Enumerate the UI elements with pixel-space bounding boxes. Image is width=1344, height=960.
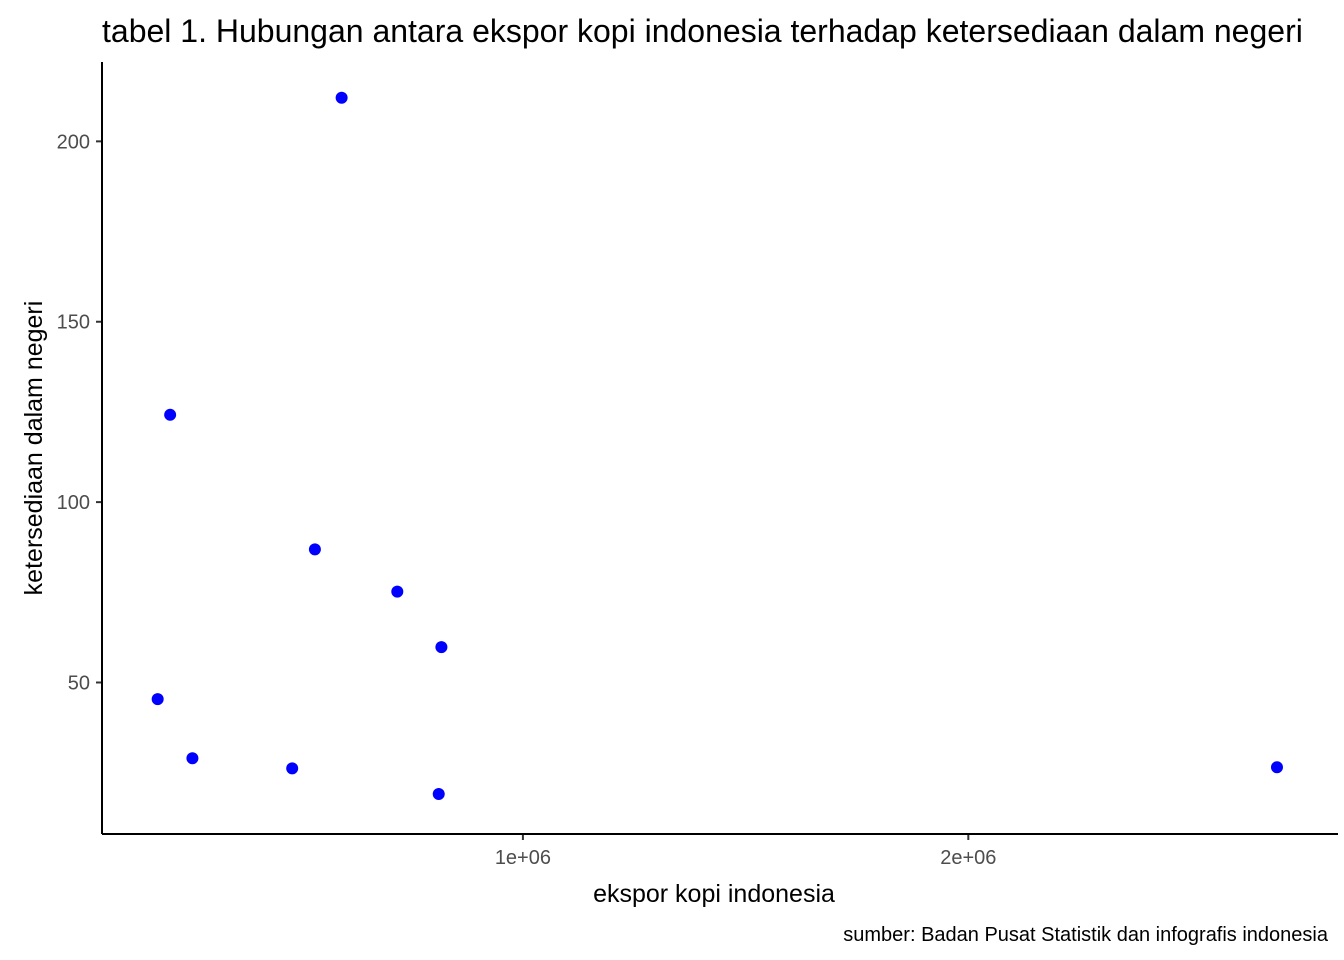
data-point bbox=[391, 585, 404, 598]
x-tick-label: 2e+06 bbox=[940, 847, 996, 869]
source-caption: sumber: Badan Pusat Statistik dan infogr… bbox=[843, 924, 1329, 946]
y-axis-title-group: ketersediaan dalam negeri bbox=[20, 301, 48, 596]
y-tick-label: 150 bbox=[57, 312, 90, 334]
data-point bbox=[335, 91, 348, 104]
y-axis-ticks: 50 100 150 200 bbox=[57, 131, 102, 694]
y-tick-label: 200 bbox=[57, 131, 90, 153]
x-tick-label: 1e+06 bbox=[495, 847, 551, 869]
y-tick-label: 50 bbox=[68, 672, 90, 694]
data-point bbox=[308, 543, 321, 556]
data-point bbox=[286, 762, 299, 775]
y-tick-label: 100 bbox=[57, 492, 90, 514]
chart-title: tabel 1. Hubungan antara ekspor kopi ind… bbox=[102, 13, 1303, 49]
data-point bbox=[186, 752, 199, 765]
x-axis-title: ekspor kopi indonesia bbox=[593, 880, 835, 908]
x-axis-ticks: 1e+06 2e+06 bbox=[495, 834, 996, 869]
y-axis-title: ketersediaan dalam negeri bbox=[20, 301, 48, 596]
data-point bbox=[1270, 761, 1283, 774]
data-point bbox=[164, 408, 177, 421]
data-point bbox=[435, 641, 448, 654]
data-point bbox=[151, 693, 164, 706]
data-points bbox=[151, 91, 1283, 800]
data-point bbox=[432, 787, 445, 800]
